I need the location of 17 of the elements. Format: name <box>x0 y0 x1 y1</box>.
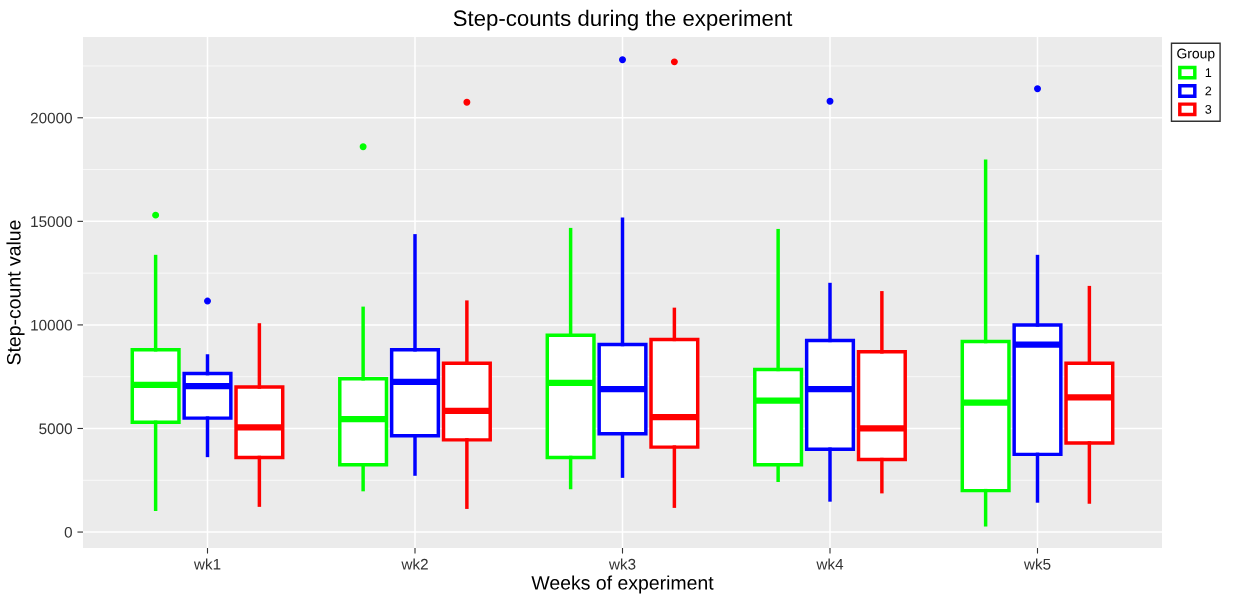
legend-title: Group <box>1177 48 1215 62</box>
x-tick-label: wk1 <box>193 558 221 570</box>
x-tick-label: wk3 <box>608 558 636 570</box>
y-tick-label: 10000 <box>31 319 72 331</box>
x-tick-label: wk4 <box>816 558 844 570</box>
x-axis-title: Weeks of experiment <box>531 575 714 594</box>
y-tick-label: 15000 <box>31 216 72 228</box>
chart-title: Step-counts during the experiment <box>453 9 793 31</box>
x-tick-label: wk2 <box>401 558 428 570</box>
x-tick-label: wk5 <box>1023 558 1051 570</box>
legend-label: 1 <box>1205 68 1212 77</box>
y-tick-label: 5000 <box>39 423 72 435</box>
legend-label: 3 <box>1205 104 1212 114</box>
y-axis-title: Step-count value <box>6 220 25 365</box>
legend-label: 2 <box>1205 86 1212 96</box>
y-tick-label: 0 <box>64 526 72 538</box>
y-tick-label: 20000 <box>30 112 72 124</box>
